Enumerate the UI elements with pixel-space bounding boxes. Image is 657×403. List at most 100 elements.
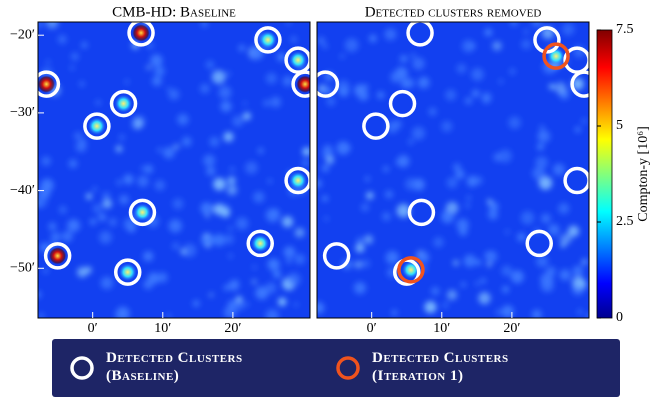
noise-blob <box>535 156 548 169</box>
legend-swatch <box>338 358 358 378</box>
colorbar-tick-label: 7.5 <box>616 22 634 37</box>
noise-blob <box>502 286 509 293</box>
x-tick-label: 0′ <box>88 321 98 336</box>
legend-label: Detected Clusters (Iteration 1) <box>372 349 547 385</box>
noise-blob <box>90 219 96 225</box>
noise-blob <box>127 224 135 232</box>
noise-blob <box>346 146 351 151</box>
noise-blob <box>35 20 43 28</box>
noise-blob <box>243 101 247 105</box>
y-tick-label: −20′ <box>10 27 35 42</box>
noise-blob <box>43 268 48 273</box>
noise-blob <box>549 84 555 90</box>
noise-blob <box>86 193 92 199</box>
noise-blob <box>224 234 234 244</box>
noise-blob <box>410 53 416 59</box>
noise-blob <box>154 66 165 77</box>
noise-blob <box>442 302 448 308</box>
noise-blob <box>562 23 575 36</box>
noise-blob <box>286 258 291 263</box>
noise-blob <box>356 237 363 244</box>
noise-blob <box>173 198 184 209</box>
noise-blob <box>511 270 524 283</box>
noise-blob <box>93 187 98 192</box>
noise-blob <box>553 163 565 175</box>
noise-blob <box>521 211 535 225</box>
noise-blob <box>224 285 230 291</box>
noise-blob <box>405 178 417 190</box>
noise-blob <box>41 179 54 192</box>
noise-blob <box>67 219 80 232</box>
x-tick-label: 10′ <box>433 321 450 336</box>
noise-blob <box>431 287 440 296</box>
noise-blob <box>364 235 373 244</box>
y-tick-label: −40′ <box>10 183 35 198</box>
noise-blob <box>441 211 454 224</box>
noise-blob <box>115 145 122 152</box>
noise-blob <box>109 218 118 227</box>
noise-blob <box>461 282 466 287</box>
noise-blob <box>150 54 162 66</box>
noise-blob <box>74 132 82 140</box>
noise-blob <box>228 254 232 258</box>
noise-blob <box>408 139 414 145</box>
noise-blob <box>499 149 512 162</box>
noise-blob <box>386 251 399 264</box>
noise-blob <box>369 34 377 42</box>
noise-blob <box>232 116 243 127</box>
noise-blob <box>177 114 189 126</box>
noise-blob <box>467 196 471 200</box>
noise-blob <box>361 203 369 211</box>
noise-blob <box>252 265 256 269</box>
noise-blob <box>148 272 160 284</box>
noise-blob <box>116 179 122 185</box>
noise-blob <box>555 82 567 94</box>
noise-blob <box>230 167 234 171</box>
panel-title: Detected clusters removed <box>365 4 542 20</box>
noise-blob <box>401 78 411 88</box>
noise-blob <box>291 36 297 42</box>
noise-blob <box>418 77 430 89</box>
noise-blob <box>385 190 393 198</box>
noise-blob <box>485 251 497 263</box>
noise-blob <box>282 216 293 227</box>
noise-blob <box>294 254 305 265</box>
colorbar-label: Compton-y [10⁶] <box>636 126 651 221</box>
noise-blob <box>412 127 425 140</box>
noise-blob <box>326 97 335 106</box>
noise-blob <box>258 148 264 154</box>
noise-blob <box>157 148 161 152</box>
noise-blob <box>265 282 276 293</box>
noise-blob <box>201 202 213 214</box>
noise-blob <box>384 28 396 40</box>
noise-blob <box>58 35 67 44</box>
noise-blob <box>278 297 287 306</box>
noise-blob <box>81 42 88 49</box>
noise-blob <box>313 302 325 314</box>
noise-blob <box>163 147 175 159</box>
noise-blob <box>464 255 477 268</box>
noise-blob <box>220 101 231 112</box>
noise-blob <box>412 57 425 70</box>
noise-blob <box>252 279 257 284</box>
noise-blob <box>131 121 137 127</box>
noise-blob <box>476 259 482 265</box>
noise-blob <box>365 176 370 181</box>
noise-blob <box>182 137 192 147</box>
noise-blob <box>517 233 526 242</box>
noise-blob <box>93 204 103 214</box>
noise-blob <box>203 154 215 166</box>
noise-blob <box>284 246 296 258</box>
noise-blob <box>270 97 281 108</box>
noise-blob <box>453 260 459 266</box>
noise-blob <box>345 38 359 52</box>
noise-blob <box>201 20 208 27</box>
noise-blob <box>68 159 77 168</box>
noise-blob <box>102 199 112 209</box>
noise-blob <box>505 230 510 235</box>
noise-blob <box>572 276 585 289</box>
noise-blob <box>537 143 544 150</box>
noise-blob <box>180 249 186 255</box>
noise-blob <box>123 174 133 184</box>
noise-blob <box>213 234 225 246</box>
